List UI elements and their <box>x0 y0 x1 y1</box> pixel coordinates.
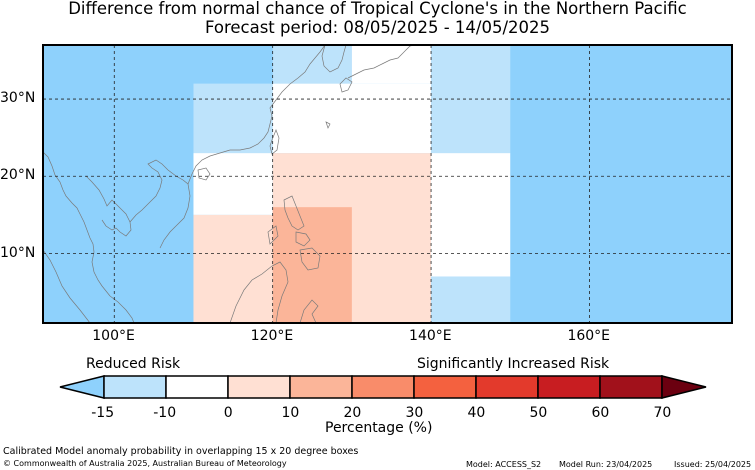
colorbar-tick-label: 30 <box>405 405 424 421</box>
lon-label-100e: 100°E <box>92 328 135 344</box>
colorbar-segment <box>289 375 353 399</box>
coast-luzon <box>283 195 305 231</box>
colorbar-over-arrow <box>661 375 707 399</box>
colorbar-tick-label: 70 <box>653 405 672 421</box>
lat-label-10n: 10°N <box>0 244 36 261</box>
lon-label-140e: 140°E <box>409 328 452 344</box>
colorbar-tick-label: 50 <box>529 405 548 421</box>
map-frame <box>42 44 733 324</box>
probability-cell-light-decrease <box>272 45 352 84</box>
colorbar-segment <box>165 375 229 399</box>
forecast-period-subtitle: Forecast period: 08/05/2025 - 14/05/2025 <box>204 18 551 37</box>
probability-cells <box>193 45 511 323</box>
colorbar-under-arrow <box>59 375 105 399</box>
footer-model: Model: ACCESS_S2 <box>466 460 542 469</box>
colorbar-segment <box>599 375 663 399</box>
probability-cell-no-change <box>193 153 273 215</box>
coast-thailand <box>85 175 132 237</box>
lat-label-30n: 30°N <box>0 90 36 107</box>
probability-cell-low-increase <box>193 214 273 323</box>
coast-vietnam <box>129 159 191 249</box>
footer-issued: Issued: 25/04/2025 <box>674 460 752 469</box>
coast-taiwan <box>269 129 280 155</box>
map-title: Difference from normal chance of Tropica… <box>68 0 687 18</box>
coastlines <box>43 45 415 323</box>
footer-copyright: © Commonwealth of Australia 2025, Austra… <box>3 459 287 468</box>
colorbar-tick-label: 0 <box>223 405 233 421</box>
lat-lon-gridlines <box>43 45 732 323</box>
coast-japan-kyushu <box>339 77 353 93</box>
probability-cell-light-decrease <box>193 83 273 154</box>
coast-borneo <box>229 261 289 323</box>
coast-korea <box>321 45 347 73</box>
colorbar-tick-label: -10 <box>153 405 177 421</box>
lat-label-20n: 20°N <box>0 167 36 184</box>
colorbar-axis-label: Percentage (%) <box>325 420 433 436</box>
footer-note: Calibrated Model anomaly probability in … <box>3 446 359 457</box>
reduced-risk-label: Reduced Risk <box>86 356 181 372</box>
colorbar <box>59 375 707 399</box>
coast-malay-west <box>43 151 111 297</box>
colorbar-tick-label: 40 <box>467 405 486 421</box>
coast-sumatra <box>43 249 91 323</box>
coast-japan-honshu <box>347 45 415 79</box>
coast-hainan <box>197 167 211 181</box>
colorbar-segment <box>351 375 415 399</box>
coast-visayas <box>295 231 311 247</box>
colorbar-tick-label: 60 <box>591 405 610 421</box>
colorbar-segment <box>413 375 477 399</box>
probability-cell-light-decrease <box>431 276 511 323</box>
coast-palawan <box>267 225 279 245</box>
coast-china-east <box>187 45 326 185</box>
colorbar-segment <box>537 375 601 399</box>
colorbar-tick-label: 20 <box>343 405 362 421</box>
colorbar-segment <box>227 375 291 399</box>
colorbar-tick-label: -15 <box>91 405 115 421</box>
colorbar-tick-label: 10 <box>281 405 300 421</box>
coast-ryukyu <box>325 121 331 129</box>
colorbar-segment <box>103 375 167 399</box>
coast-sulawesi <box>299 299 319 323</box>
lon-label-160e: 160°E <box>567 328 611 344</box>
probability-cell-no-change <box>272 83 432 154</box>
colorbar-segment <box>475 375 539 399</box>
probability-cell-no-change <box>431 153 511 277</box>
probability-cell-medium-increase <box>272 207 352 323</box>
lon-label-120e: 120°E <box>250 328 294 344</box>
coast-malay-tip <box>109 295 135 323</box>
coast-mindanao <box>299 247 321 271</box>
footer-model-run: Model Run: 23/04/2025 <box>559 460 653 469</box>
probability-cell-no-change <box>351 45 432 84</box>
increased-risk-label: Significantly Increased Risk <box>417 356 610 372</box>
